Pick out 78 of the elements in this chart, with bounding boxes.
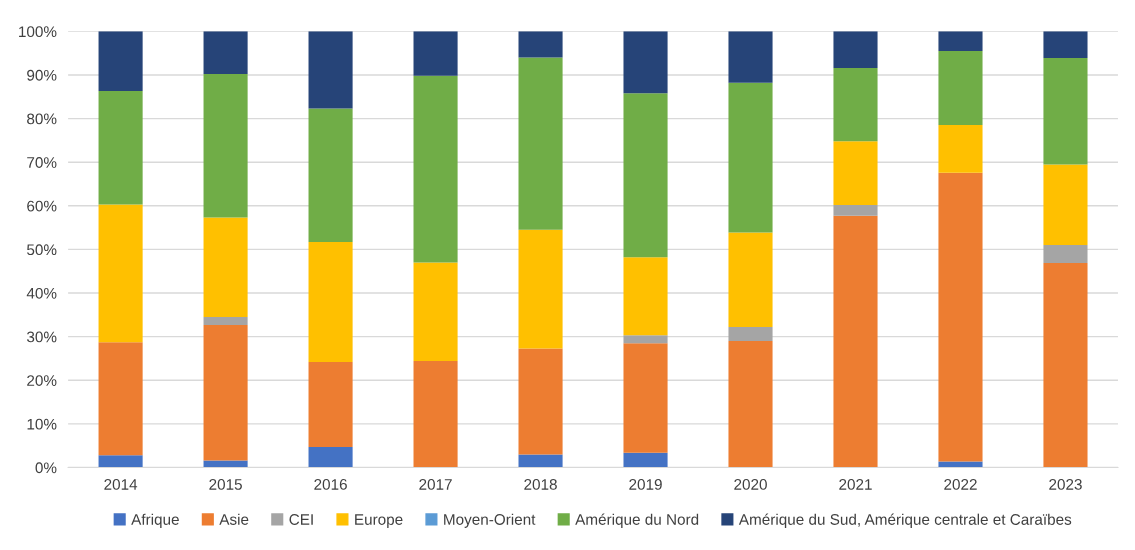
bar [623,343,668,453]
y-tick-label: 0% [35,462,57,474]
bar [623,93,668,258]
bar [518,57,563,230]
bar [833,31,878,68]
bar [413,31,458,76]
bar [518,348,563,455]
bar [203,324,248,461]
bar [98,455,143,468]
bar [938,461,983,468]
bar [98,342,143,456]
bar [1043,31,1088,58]
bar [938,31,983,51]
bar [623,31,668,94]
x-tick-label: 2023 [1049,479,1082,490]
bar [623,335,668,344]
bar [203,74,248,218]
bar [518,31,563,58]
legend-label: Europe [355,514,403,528]
x-tick-label: 2022 [944,479,977,490]
bar [833,204,878,216]
bar [308,31,353,109]
bar [308,108,353,243]
bar [308,447,353,468]
legend-label: Asie [219,513,249,525]
x-tick-label: 2016 [314,479,347,490]
legend-label: Moyen-Orient [444,513,536,528]
bar [938,125,983,173]
legend-label: Amérique du Nord [575,513,699,528]
y-tick-label: 50% [27,244,57,256]
legend-label: CEI [289,514,313,525]
x-tick-label: 2021 [839,479,872,490]
bar [98,31,143,92]
y-tick-label: 100% [19,26,57,38]
bar [203,31,248,75]
bar [413,361,458,468]
y-tick-label: 90% [27,69,57,81]
bar [308,242,353,362]
bar [413,75,458,263]
bar [413,262,458,362]
x-tick-label: 2015 [209,479,242,490]
legend-label: Amérique du Sud, Amérique centrale et Caraïbes [738,513,1072,528]
legend-label: Afrique [131,513,179,528]
bar [98,204,143,343]
bar [623,257,668,336]
x-tick-label: 2020 [734,479,767,490]
bar [623,452,668,468]
y-tick-label: 80% [27,113,57,125]
x-tick-label: 2017 [419,479,452,490]
x-tick-label: 2014 [104,479,138,490]
bar [308,361,353,447]
bar [1043,57,1088,165]
bar [518,454,563,468]
bar [518,229,563,349]
bar [728,232,773,328]
bar [728,31,773,83]
bar [1043,164,1088,246]
bar [833,67,878,142]
bar [203,217,248,318]
bar [728,82,773,233]
y-tick-label: 30% [26,331,57,343]
y-tick-label: 40% [26,287,57,299]
y-tick-label: 20% [27,375,57,386]
bar [203,317,248,325]
bar [938,172,983,462]
bar [1043,262,1088,468]
bar [833,215,878,468]
y-tick-label: 70% [27,157,57,168]
x-tick-label: 2019 [629,479,662,490]
y-tick-label: 60% [27,200,57,212]
x-tick-label: 2018 [524,479,557,490]
bar [98,91,143,205]
bar [728,341,773,468]
bar [1043,245,1088,263]
bar [833,141,878,205]
bar [728,327,773,342]
y-tick-label: 10% [27,418,57,430]
bar [938,50,983,126]
